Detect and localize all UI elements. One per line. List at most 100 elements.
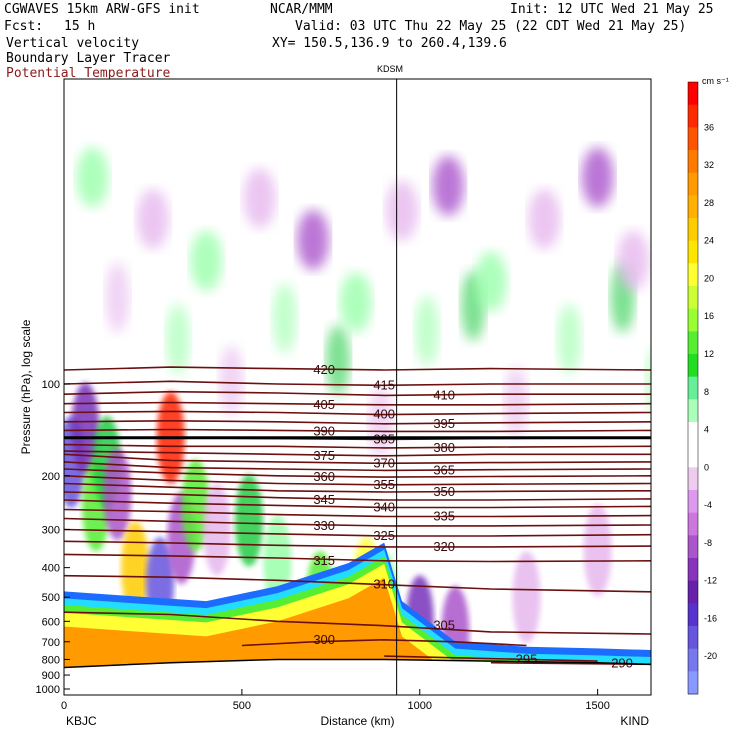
w-upper-b-6 — [414, 295, 439, 366]
isentrope-label-320: 320 — [433, 539, 455, 554]
w-upper-9 — [528, 189, 561, 249]
w-upper-4 — [297, 209, 330, 270]
isentrope-325 — [64, 528, 651, 537]
w-feature-11 — [234, 474, 263, 567]
w-feature-18 — [512, 551, 541, 644]
right-station-label: KIND — [620, 714, 649, 728]
colorbar-swatch-11 — [688, 331, 698, 355]
isentrope-345 — [64, 491, 651, 501]
isentrope-label-310: 310 — [373, 577, 395, 592]
xy-range: XY= 150.5,136.9 to 260.4,139.6 — [272, 36, 507, 51]
isentrope-365 — [64, 461, 651, 472]
colorbar-swatch-12 — [688, 354, 698, 378]
isentrope-label-315: 315 — [313, 553, 335, 568]
w-upper-11 — [617, 230, 650, 291]
w-upper-b-3 — [272, 283, 297, 354]
w-feature-9 — [181, 459, 210, 552]
y-tick-label-800: 800 — [42, 654, 60, 666]
colorbar-swatch-1 — [688, 104, 698, 128]
colorbar-swatch-3 — [688, 150, 698, 174]
w-upper-b-0 — [105, 262, 130, 333]
isentrope-label-405: 405 — [313, 397, 335, 412]
plot-frame — [63, 78, 652, 696]
w-feature-5 — [121, 521, 150, 614]
colorbar-label-1: 32 — [704, 160, 714, 170]
y-tick-label-300: 300 — [42, 525, 60, 537]
isentrope-label-415: 415 — [373, 377, 395, 392]
y-tick-label-400: 400 — [42, 563, 60, 575]
isentrope-375 — [64, 450, 651, 457]
colorbar-swatch-20 — [688, 535, 698, 559]
isentrope-335 — [64, 508, 651, 518]
below-ground — [64, 659, 651, 695]
colorbar-swatch-4 — [688, 172, 698, 196]
left-station-label: KBJC — [66, 714, 97, 728]
isentrope-label-300: 300 — [313, 632, 335, 647]
w-upper-b-2 — [219, 345, 244, 416]
colorbar-swatch-19 — [688, 512, 698, 536]
isentrope-label-370: 370 — [373, 455, 395, 470]
isentrope-295 — [384, 655, 598, 662]
w-upper-3 — [243, 168, 276, 229]
fcst-label: Fcst: — [4, 19, 44, 34]
y-tick-label-700: 700 — [42, 637, 60, 649]
colorbar-swatch-21 — [688, 558, 698, 582]
isentrope-360 — [64, 468, 651, 478]
isentrope-310 — [64, 574, 651, 593]
colorbar-swatch-18 — [688, 490, 698, 514]
y-tick-label-100: 100 — [42, 379, 60, 391]
isentrope-label-330: 330 — [313, 518, 335, 533]
isentrope-label-355: 355 — [373, 477, 395, 492]
marker-station-label: KDSM — [377, 64, 403, 74]
isentrope-label-335: 335 — [433, 509, 455, 524]
colorbar-swatch-17 — [688, 467, 698, 491]
isentrope-label-325: 325 — [373, 528, 395, 543]
isentrope-300 — [241, 638, 527, 647]
colorbar-swatch-26 — [688, 671, 698, 695]
colorbar-swatch-15 — [688, 422, 698, 446]
axes: 0 500 1000 1500 100 200 300 400 500 600 700 800 900 1… — [19, 319, 649, 728]
y-tick-label-200: 200 — [42, 471, 60, 483]
w-upper-2 — [190, 230, 223, 291]
isentrope-label-365: 365 — [433, 462, 455, 477]
isentrope-380 — [64, 443, 651, 449]
colorbar-swatch-25 — [688, 648, 698, 672]
colorbar-swatch-23 — [688, 603, 698, 627]
isentrope-395 — [64, 419, 651, 425]
field-potential-temperature: Potential Temperature — [6, 66, 171, 81]
init-time: Init: 12 UTC Wed 21 May 25 — [510, 2, 714, 17]
isentrope-400 — [64, 410, 651, 416]
x-tick-label-1500: 1500 — [585, 700, 609, 712]
colorbar-label-4: 20 — [704, 273, 714, 283]
colorbar-swatch-14 — [688, 399, 698, 423]
isentrope-410 — [64, 390, 651, 397]
w-upper-7 — [432, 155, 465, 216]
w-upper-0 — [76, 147, 109, 208]
x-tick-label-500: 500 — [233, 700, 251, 712]
y-tick-label-900: 900 — [42, 670, 60, 682]
colorbar-label-5: 16 — [704, 311, 714, 321]
isentrope-label-350: 350 — [433, 484, 455, 499]
colorbar-swatch-16 — [688, 444, 698, 468]
w-upper-b-11 — [646, 352, 651, 409]
terrain-line — [64, 658, 651, 669]
colorbar-swatch-0 — [688, 82, 698, 106]
valid-time: Valid: 03 UTC Thu 22 May 25 (22 CDT Wed … — [295, 19, 687, 34]
model-title: CGWAVES 15km ARW-GFS init — [4, 2, 200, 17]
colorbar-swatch-10 — [688, 308, 698, 332]
colorbar-label-0: 36 — [704, 122, 714, 132]
colorbar-swatch-6 — [688, 218, 698, 242]
w-upper-b-9 — [557, 304, 582, 374]
isentrope-label-395: 395 — [433, 416, 455, 431]
w-upper-b-4 — [326, 324, 351, 395]
w-feature-12 — [263, 514, 292, 607]
isentrope-lines: 4204154104054003953903853803753703653603… — [64, 362, 651, 671]
w-upper-1 — [136, 189, 169, 249]
x-axis-label: Distance (km) — [320, 714, 394, 728]
w-feature-10 — [202, 483, 231, 576]
isentrope-label-420: 420 — [313, 362, 335, 377]
w-feature-4 — [103, 448, 132, 541]
field-vertical-velocity: Vertical velocity — [6, 36, 140, 51]
colorbar-label-10: -4 — [704, 500, 712, 510]
